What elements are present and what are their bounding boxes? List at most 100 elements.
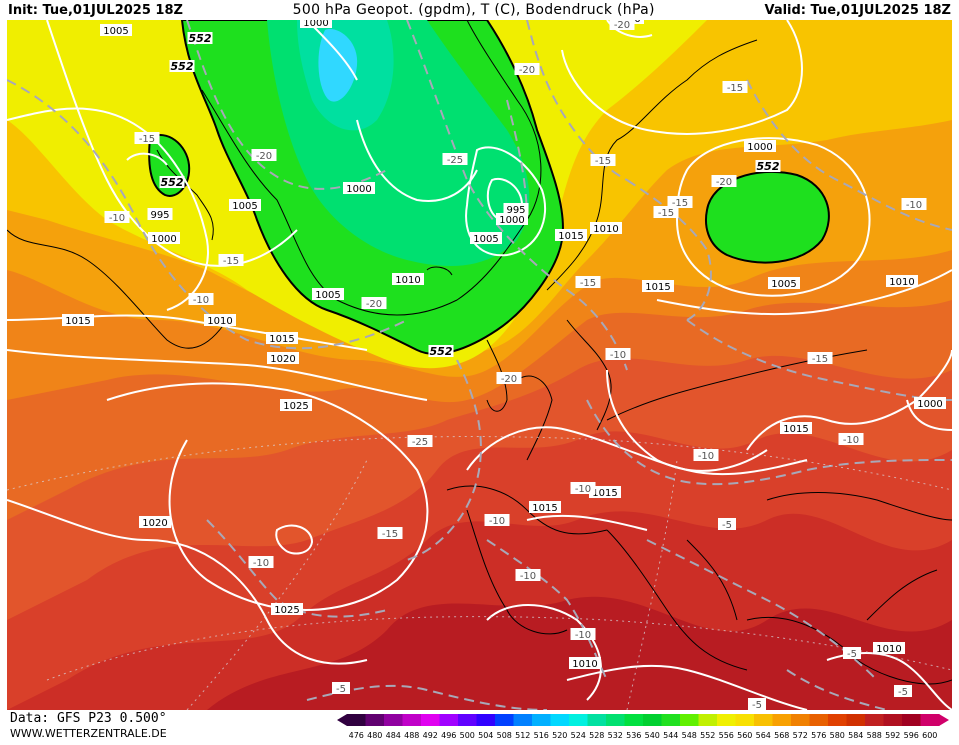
legend-swatch [365,714,385,726]
geopot-label-text: 552 [189,32,212,45]
legend-tick-label: 512 [515,731,530,740]
pressure-label-box [392,273,424,285]
temp-label-box [590,154,616,166]
pressure-label: 995 [503,203,529,216]
temp-label: -5 [718,518,736,531]
pressure-label-text: 1005 [232,201,257,212]
legend-tick-label: 564 [756,731,771,740]
map-title: 500 hPa Geopot. (gpdm), T (C), Bodendruc… [292,2,655,18]
pressure-label-box [768,277,800,289]
temp-label-box [442,153,468,165]
temp-label: -15 [653,206,679,219]
pressure-label: 995 [147,208,173,221]
temp-label-text: -10 [109,213,125,224]
temp-label-box [667,196,693,208]
temp-label: -20 [609,20,635,31]
legend-swatch [717,714,736,726]
geopot-label-box [169,60,195,72]
site-link[interactable]: WWW.WETTERZENTRALE.DE [10,727,167,740]
pressure-label: 1020 [267,352,299,365]
legend-tick-label: 596 [904,731,919,740]
pressure-label-box [555,229,587,241]
legend-swatch [476,714,496,726]
temp-label-text: -10 [575,484,591,495]
pressure-label: 1000 [300,20,332,29]
temp-label-box [838,433,864,445]
legend-swatch [809,714,829,726]
pressure-label: 1025 [280,399,312,412]
pressure-label-text: 1005 [771,279,796,290]
temp-label: -20 [711,175,737,188]
pressure-label: 1015 [529,501,561,514]
temp-label-box [407,435,433,447]
temp-label: -5 [332,682,350,695]
pressure-label-box [62,314,94,326]
temp-label-text: -5 [752,700,762,710]
pressure-label-text: 1015 [592,488,617,499]
pressure-label-box [503,203,529,215]
pressure-label: 1000 [148,232,180,245]
legend-tick-label: 580 [830,731,845,740]
valid-time: Valid: Tue,01JUL2025 18Z [764,2,951,18]
legend-swatch [421,714,440,726]
pressure-label-box [267,352,299,364]
temp-label-text: -25 [412,437,428,448]
geopot-label: 552 [169,60,195,73]
legend-swatch [439,714,459,726]
legend-tick-label: 508 [497,731,512,740]
temp-label: -20 [514,63,540,76]
legend-tick-label: 540 [645,731,660,740]
pressure-label-box [139,516,171,528]
temp-label-box [718,518,736,530]
legend-swatch [569,714,588,726]
temp-label: -15 [807,352,833,365]
pressure-label-box [204,314,236,326]
temp-label-text: -20 [614,20,630,31]
pressure-label-text: 1000 [499,215,524,226]
legend-tick-label: 532 [608,731,623,740]
temp-label: -15 [575,276,601,289]
legend-tick-label: 560 [737,731,752,740]
geopot-label-box [159,176,185,188]
pressure-label-box [744,140,776,152]
temp-label: -10 [570,482,596,495]
pressure-label-text: 1015 [532,503,557,514]
legend-swatch [735,714,755,726]
legend-tick-label: 488 [404,731,419,740]
temp-label-text: -15 [595,156,611,167]
temp-label-text: -10 [698,451,714,462]
temp-label: -10 [693,449,719,462]
temp-label-box [361,297,387,309]
pressure-label-text: 1015 [65,316,90,327]
temp-label-box [188,293,214,305]
temp-label: -15 [667,196,693,209]
pressure-label-text: 1015 [558,231,583,242]
pressure-label-box [312,288,344,300]
legend-right-arrow [939,714,949,726]
legend-tick-label: 552 [700,731,715,740]
temp-label-text: -15 [223,256,239,267]
pressure-label-text: 1005 [315,290,340,301]
temp-label-box [807,352,833,364]
temp-label-text: -10 [193,295,209,306]
geopot-label-box [428,345,454,357]
legend-tick-label: 480 [367,731,382,740]
pressure-label: 1015 [780,422,812,435]
legend-tick-label: 548 [682,731,697,740]
geopot-label: 552 [159,176,185,189]
temp-label-text: -15 [139,134,155,145]
color-legend-bar: 476 480 484 488 492 496 500 504 508 512 516 520 524 5… [337,714,949,740]
color-legend: 476 480 484 488 492 496 500 504 508 512 516 520 524 5… [337,713,959,741]
legend-tick-label: 504 [478,731,493,740]
geopot-label-box [187,32,213,44]
legend-swatch [754,714,773,726]
pressure-label: 1010 [204,314,236,327]
pressure-label-text: 1005 [473,234,498,245]
geopot-core-greenland-3 [318,29,358,102]
temp-label: -25 [407,435,433,448]
pressure-label-box [780,422,812,434]
temp-label: -5 [843,647,861,660]
pressure-label-box [100,24,132,36]
